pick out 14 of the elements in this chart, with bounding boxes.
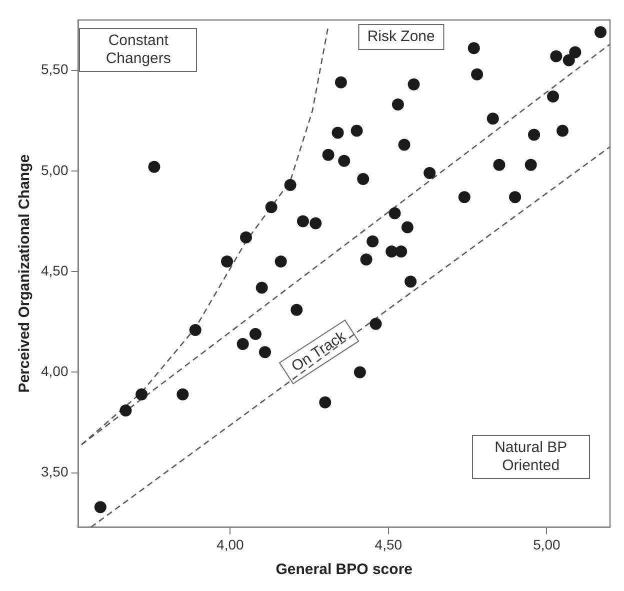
y-tick-label: 4,50	[41, 262, 68, 278]
y-tick-label: 4,00	[41, 363, 68, 380]
x-tick-label: 5,00	[533, 536, 561, 552]
y-tick-label: 3,50	[41, 464, 68, 480]
x-tick-label: 4,50	[374, 536, 402, 552]
y-tick-label: 5,50	[41, 61, 68, 78]
annotation: Constant Changers	[79, 28, 198, 72]
y-tick-label: 5,00	[41, 162, 68, 178]
x-tick-label: 4,00	[216, 536, 244, 552]
y-axis-title: Perceived Organizational Change	[16, 154, 34, 393]
x-axis-title: General BPO score	[276, 561, 412, 578]
annotation: Natural BP Oriented	[472, 434, 590, 479]
annotation: On Track	[278, 320, 359, 384]
annotation: Risk Zone	[358, 24, 444, 50]
